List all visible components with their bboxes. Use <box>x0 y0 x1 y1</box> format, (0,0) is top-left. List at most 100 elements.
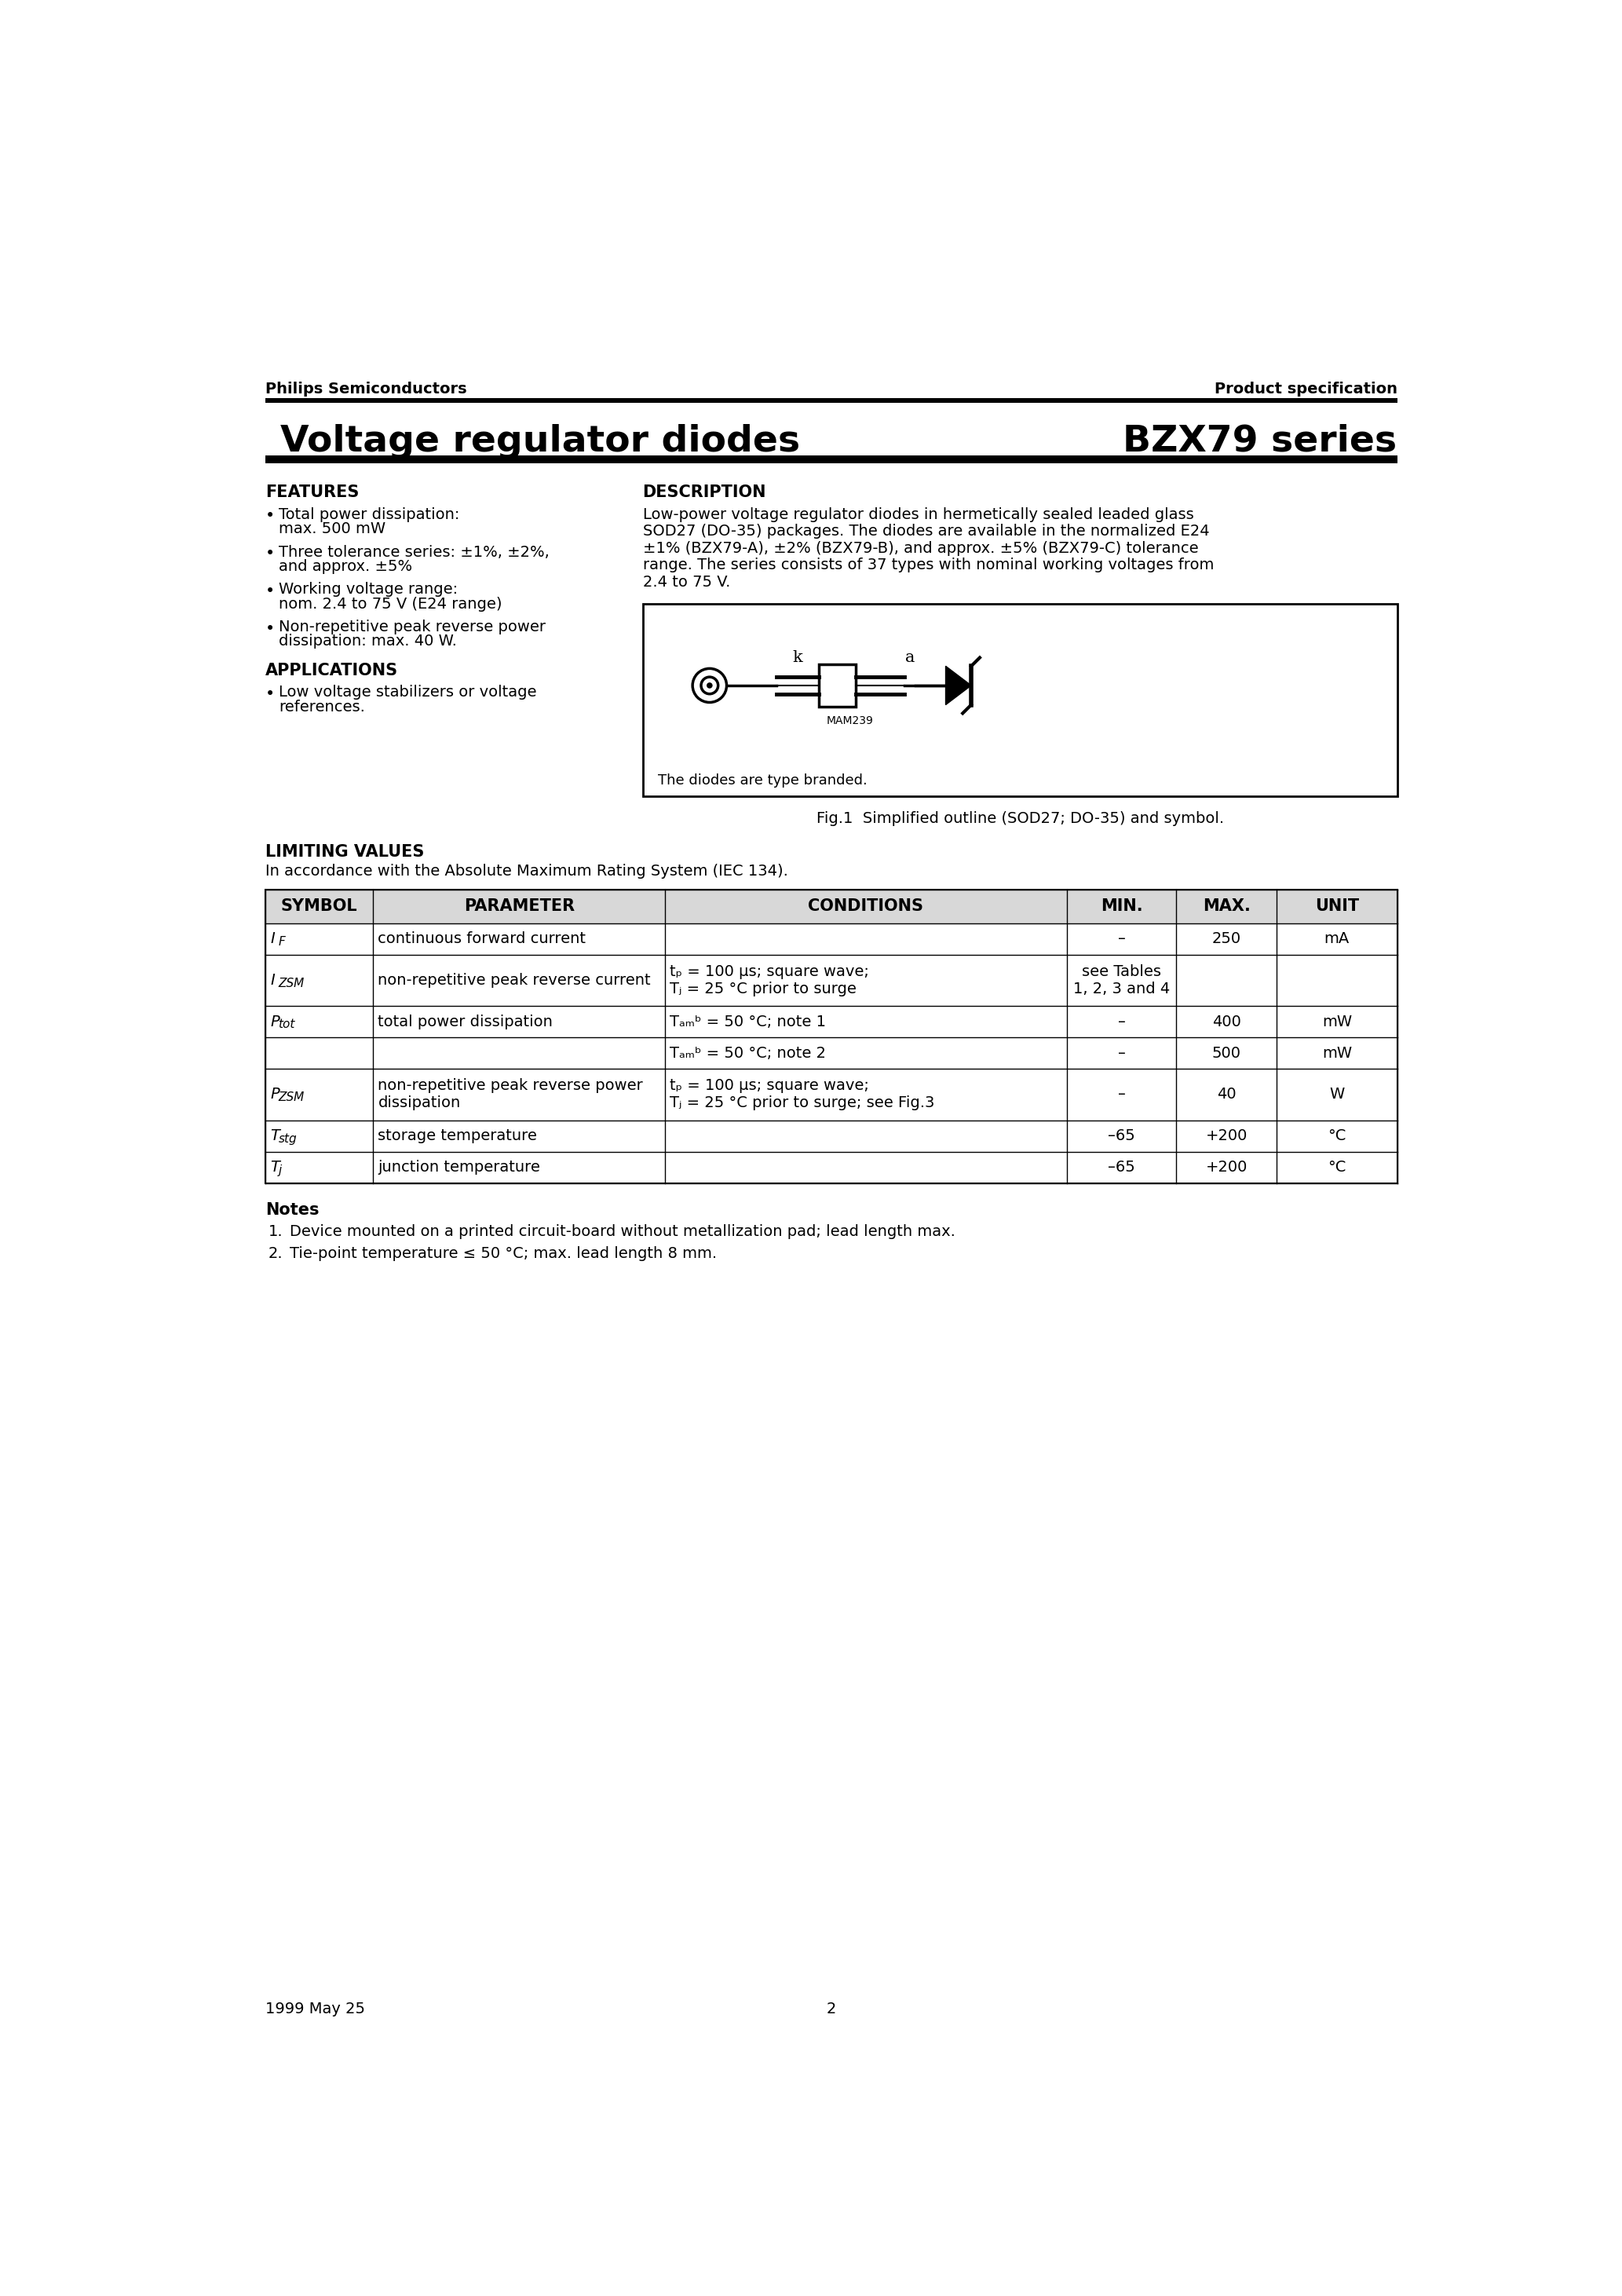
Text: P: P <box>271 1015 279 1029</box>
Text: –65: –65 <box>1108 1127 1135 1143</box>
Text: storage temperature: storage temperature <box>378 1127 537 1143</box>
Text: –: – <box>1118 932 1126 946</box>
Text: j: j <box>279 1164 282 1176</box>
Text: BZX79 series: BZX79 series <box>1122 425 1397 459</box>
Text: Non-repetitive peak reverse power: Non-repetitive peak reverse power <box>279 620 545 634</box>
Text: 1999 May 25: 1999 May 25 <box>266 2002 365 2016</box>
Text: dissipation: dissipation <box>378 1095 461 1111</box>
Text: Tie-point temperature ≤ 50 °C; max. lead length 8 mm.: Tie-point temperature ≤ 50 °C; max. lead… <box>290 1247 717 1261</box>
Text: –: – <box>1118 1086 1126 1102</box>
Text: Three tolerance series: ±1%, ±2%,: Three tolerance series: ±1%, ±2%, <box>279 544 550 560</box>
Text: nom. 2.4 to 75 V (E24 range): nom. 2.4 to 75 V (E24 range) <box>279 597 503 611</box>
Text: UNIT: UNIT <box>1315 898 1359 914</box>
Text: Fig.1  Simplified outline (SOD27; DO-35) and symbol.: Fig.1 Simplified outline (SOD27; DO-35) … <box>816 810 1223 827</box>
Text: 1, 2, 3 and 4: 1, 2, 3 and 4 <box>1074 980 1169 996</box>
Text: SOD27 (DO-35) packages. The diodes are available in the normalized E24: SOD27 (DO-35) packages. The diodes are a… <box>642 523 1208 540</box>
Text: Tⱼ = 25 °C prior to surge: Tⱼ = 25 °C prior to surge <box>670 980 856 996</box>
Text: Notes: Notes <box>266 1203 320 1219</box>
Text: I: I <box>271 974 274 987</box>
Bar <box>266 397 1397 404</box>
Circle shape <box>707 682 712 689</box>
Text: k: k <box>793 650 803 666</box>
Text: dissipation: max. 40 W.: dissipation: max. 40 W. <box>279 634 457 650</box>
Text: I: I <box>271 932 274 946</box>
Text: Working voltage range:: Working voltage range: <box>279 583 457 597</box>
Text: non-repetitive peak reverse power: non-repetitive peak reverse power <box>378 1079 644 1093</box>
Text: T: T <box>271 1159 279 1176</box>
Text: 2.4 to 75 V.: 2.4 to 75 V. <box>642 574 730 590</box>
Text: PARAMETER: PARAMETER <box>464 898 574 914</box>
Text: –65: –65 <box>1108 1159 1135 1176</box>
Text: mW: mW <box>1322 1015 1351 1029</box>
Text: max. 500 mW: max. 500 mW <box>279 521 386 537</box>
Text: SYMBOL: SYMBOL <box>281 898 357 914</box>
Text: 2.: 2. <box>269 1247 284 1261</box>
Text: total power dissipation: total power dissipation <box>378 1015 553 1029</box>
Text: 2: 2 <box>827 2002 835 2016</box>
Text: •: • <box>266 507 276 523</box>
Text: Product specification: Product specification <box>1215 381 1397 397</box>
Text: non-repetitive peak reverse current: non-repetitive peak reverse current <box>378 974 650 987</box>
Text: Low voltage stabilizers or voltage: Low voltage stabilizers or voltage <box>279 684 537 700</box>
Text: Tⱼ = 25 °C prior to surge; see Fig.3: Tⱼ = 25 °C prior to surge; see Fig.3 <box>670 1095 934 1111</box>
Text: stg: stg <box>279 1132 297 1146</box>
Text: 1.: 1. <box>269 1224 284 1240</box>
Text: Tₐₘᵇ = 50 °C; note 1: Tₐₘᵇ = 50 °C; note 1 <box>670 1015 826 1029</box>
Text: LIMITING VALUES: LIMITING VALUES <box>266 845 425 861</box>
Text: mW: mW <box>1322 1045 1351 1061</box>
Text: DESCRIPTION: DESCRIPTION <box>642 484 766 501</box>
Text: tₚ = 100 μs; square wave;: tₚ = 100 μs; square wave; <box>670 964 869 978</box>
Text: Device mounted on a printed circuit-board without metallization pad; lead length: Device mounted on a printed circuit-boar… <box>290 1224 955 1240</box>
Text: see Tables: see Tables <box>1082 964 1161 978</box>
Text: CONDITIONS: CONDITIONS <box>808 898 923 914</box>
Text: a: a <box>905 650 915 666</box>
Text: tₚ = 100 μs; square wave;: tₚ = 100 μs; square wave; <box>670 1079 869 1093</box>
Text: 500: 500 <box>1212 1045 1241 1061</box>
Text: Voltage regulator diodes: Voltage regulator diodes <box>281 425 801 459</box>
Text: °C: °C <box>1328 1159 1346 1176</box>
Text: 40: 40 <box>1216 1086 1236 1102</box>
Text: range. The series consists of 37 types with nominal working voltages from: range. The series consists of 37 types w… <box>642 558 1213 572</box>
Text: Low-power voltage regulator diodes in hermetically sealed leaded glass: Low-power voltage regulator diodes in he… <box>642 507 1194 521</box>
Text: MAX.: MAX. <box>1202 898 1251 914</box>
Text: 250: 250 <box>1212 932 1241 946</box>
Text: APPLICATIONS: APPLICATIONS <box>266 664 397 680</box>
Text: and approx. ±5%: and approx. ±5% <box>279 560 412 574</box>
Text: +200: +200 <box>1205 1159 1247 1176</box>
Text: F: F <box>279 937 285 948</box>
Text: references.: references. <box>279 700 365 714</box>
Bar <box>266 455 1397 464</box>
Text: Philips Semiconductors: Philips Semiconductors <box>266 381 467 397</box>
Text: ZSM: ZSM <box>279 1091 305 1104</box>
Text: MIN.: MIN. <box>1100 898 1142 914</box>
Text: tot: tot <box>279 1019 295 1031</box>
Text: FEATURES: FEATURES <box>266 484 358 501</box>
Text: continuous forward current: continuous forward current <box>378 932 586 946</box>
Text: +200: +200 <box>1205 1127 1247 1143</box>
Bar <box>819 664 856 707</box>
Text: 400: 400 <box>1212 1015 1241 1029</box>
Bar <box>642 604 1397 797</box>
Text: T: T <box>271 1127 279 1143</box>
Text: Total power dissipation:: Total power dissipation: <box>279 507 459 521</box>
Text: –: – <box>1118 1045 1126 1061</box>
Polygon shape <box>946 666 972 705</box>
Text: MAM239: MAM239 <box>826 716 873 726</box>
Text: P: P <box>271 1086 279 1102</box>
Text: ZSM: ZSM <box>279 978 305 990</box>
Text: •: • <box>266 620 276 636</box>
Text: •: • <box>266 687 276 703</box>
Text: –: – <box>1118 1015 1126 1029</box>
Text: In accordance with the Absolute Maximum Rating System (IEC 134).: In accordance with the Absolute Maximum … <box>266 863 788 879</box>
Text: Tₐₘᵇ = 50 °C; note 2: Tₐₘᵇ = 50 °C; note 2 <box>670 1045 826 1061</box>
Text: °C: °C <box>1328 1127 1346 1143</box>
Text: •: • <box>266 583 276 599</box>
Text: W: W <box>1330 1086 1345 1102</box>
Text: The diodes are type branded.: The diodes are type branded. <box>659 774 868 788</box>
Text: mA: mA <box>1324 932 1350 946</box>
Bar <box>266 891 1397 923</box>
Bar <box>266 891 1397 1182</box>
Text: ±1% (BZX79-A), ±2% (BZX79-B), and approx. ±5% (BZX79-C) tolerance: ±1% (BZX79-A), ±2% (BZX79-B), and approx… <box>642 542 1199 556</box>
Text: •: • <box>266 546 276 563</box>
Text: junction temperature: junction temperature <box>378 1159 540 1176</box>
